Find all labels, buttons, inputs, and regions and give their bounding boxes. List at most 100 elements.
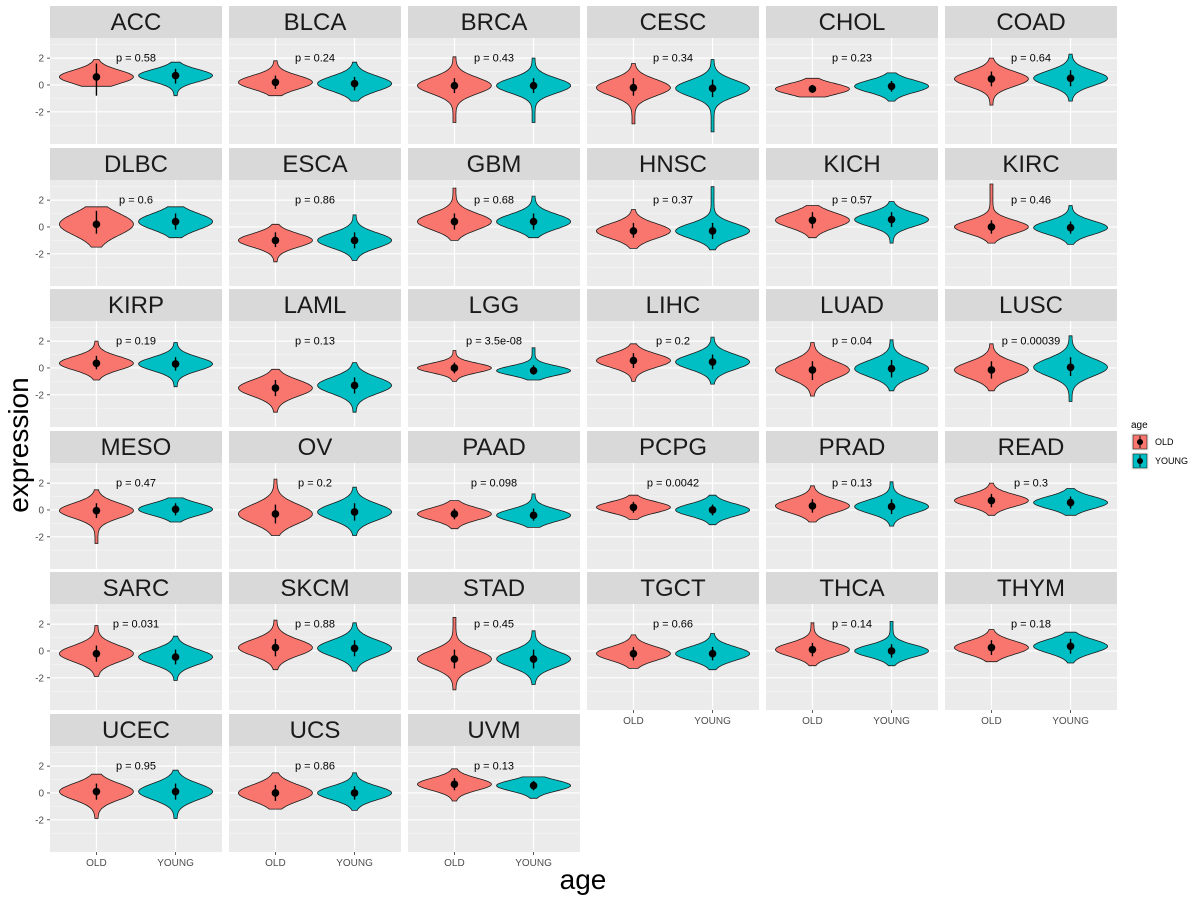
p-value-label: p = 0.68	[474, 194, 514, 206]
mean-point	[808, 502, 817, 510]
mean-point	[271, 384, 280, 392]
mean-point	[808, 216, 817, 225]
strip-label: LUAD	[820, 292, 884, 319]
strip-lihc	[587, 289, 759, 321]
panel-lgg: LGG p = 3.5e-08	[408, 289, 580, 427]
strip-label: THYM	[997, 575, 1065, 602]
panel-skcm: SKCM p = 0.88	[229, 572, 401, 710]
strip-label: BLCA	[284, 9, 347, 36]
p-value-label: p = 0.2	[298, 477, 332, 489]
mean-point	[887, 364, 896, 373]
panel-sarc: SARC p = 0.031	[50, 572, 222, 710]
panel-ov: OV p = 0.2	[229, 431, 401, 569]
mean-point	[987, 496, 996, 505]
p-value-label: p = 0.47	[116, 477, 156, 489]
panel-read: READ p = 0.3	[945, 431, 1117, 569]
p-value-label: p = 0.18	[1011, 618, 1051, 630]
mean-point	[529, 655, 538, 663]
strip-label: MESO	[101, 434, 172, 461]
x-tick-label: OLD	[265, 858, 286, 869]
mean-point	[708, 649, 717, 658]
strip-label: UCEC	[102, 717, 170, 744]
strip-label: SKCM	[280, 575, 349, 602]
strip-label: LUSC	[999, 292, 1063, 319]
y-tick-label: 0	[38, 505, 44, 516]
mean-point	[887, 215, 896, 224]
x-tick-label: YOUNG	[515, 858, 552, 869]
mean-point	[529, 81, 538, 90]
panel-kich: KICH p = 0.57	[766, 148, 938, 286]
p-value-label: p = 0.86	[295, 194, 335, 206]
strip-label: PAAD	[462, 434, 526, 461]
mean-point	[92, 220, 101, 229]
mean-point	[629, 83, 638, 92]
strip-label: ACC	[111, 9, 162, 36]
strip-label: READ	[998, 434, 1065, 461]
panel-background	[408, 180, 580, 286]
y-tick-label: -2	[35, 673, 44, 684]
strip-laml	[229, 289, 401, 321]
y-tick-label: 0	[38, 363, 44, 374]
panel-thca: THCA p = 0.14	[766, 572, 938, 710]
y-tick-label: 0	[38, 222, 44, 233]
x-tick-label: YOUNG	[1052, 716, 1089, 727]
p-value-label: p = 0.13	[474, 760, 514, 772]
mean-point	[271, 78, 280, 87]
strip-uvm	[408, 714, 580, 746]
p-value-label: p = 0.0042	[647, 477, 699, 489]
mean-point	[271, 789, 280, 797]
strip-acc	[50, 6, 222, 38]
mean-point	[350, 508, 359, 516]
panel-hnsc: HNSC p = 0.37	[587, 148, 759, 286]
strip-esca	[229, 148, 401, 180]
y-tick-label: 0	[38, 788, 44, 799]
legend-point	[1137, 458, 1143, 464]
strip-stad	[408, 572, 580, 604]
strip-lusc	[945, 289, 1117, 321]
mean-point	[529, 511, 538, 520]
panel-pcpg: PCPG p = 0.0042	[587, 431, 759, 569]
p-value-label: p = 0.58	[116, 52, 156, 64]
x-axis-title: age	[560, 864, 607, 895]
violin-young	[675, 186, 751, 251]
strip-kirc	[945, 148, 1117, 180]
mean-point	[350, 789, 359, 797]
panel-background	[50, 38, 222, 144]
panel-meso: MESO p = 0.47	[50, 431, 222, 569]
p-value-label: p = 0.45	[474, 618, 514, 630]
p-value-label: p = 3.5e-08	[466, 335, 522, 347]
strip-label: COAD	[996, 9, 1065, 36]
strip-label: SARC	[103, 575, 170, 602]
mean-point	[350, 644, 359, 653]
y-tick-label: -2	[35, 249, 44, 260]
mean-point	[92, 787, 101, 796]
strip-brca	[408, 6, 580, 38]
strip-dlbc	[50, 148, 222, 180]
panel-stad: STAD p = 0.45	[408, 572, 580, 710]
mean-point	[1066, 74, 1075, 83]
y-tick-label: 2	[38, 620, 44, 631]
strip-ucs	[229, 714, 401, 746]
mean-point	[92, 649, 101, 658]
legend-item-young: YOUNG	[1131, 452, 1188, 470]
p-value-label: p = 0.43	[474, 52, 514, 64]
p-value-label: p = 0.13	[295, 335, 335, 347]
strip-gbm	[408, 148, 580, 180]
mean-point	[171, 217, 180, 226]
mean-point	[350, 381, 359, 390]
y-tick-label: -2	[35, 390, 44, 401]
panel-blca: BLCA p = 0.24	[229, 6, 401, 144]
p-value-label: p = 0.34	[653, 52, 693, 64]
panel-acc: ACC p = 0.58	[50, 6, 222, 144]
mean-point	[708, 506, 717, 514]
p-value-label: p = 0.64	[1011, 52, 1051, 64]
strip-ucec	[50, 714, 222, 746]
strip-ov	[229, 431, 401, 463]
strip-cesc	[587, 6, 759, 38]
legend-label: YOUNG	[1155, 456, 1188, 466]
strip-luad	[766, 289, 938, 321]
p-value-label: p = 0.2	[656, 335, 690, 347]
strip-label: BRCA	[461, 9, 528, 36]
panel-background	[766, 180, 938, 286]
